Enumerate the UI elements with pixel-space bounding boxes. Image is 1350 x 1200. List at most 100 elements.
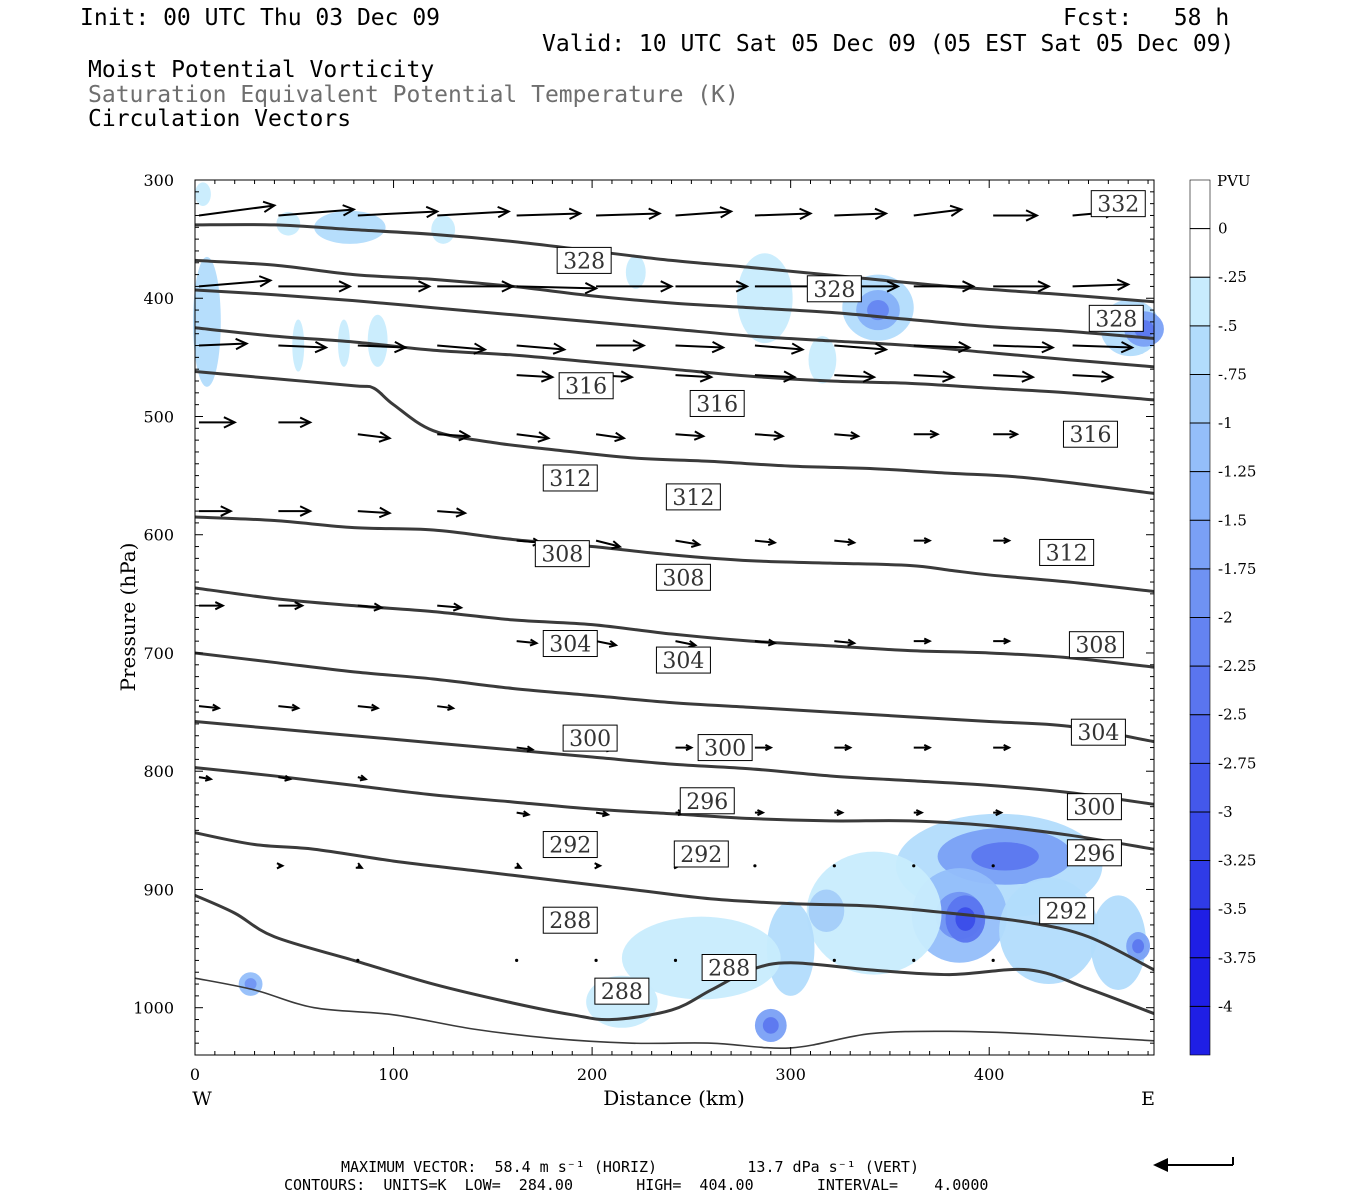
contour-label: 312 [665, 483, 721, 511]
vector-arrow [834, 744, 853, 752]
vector-arrow [278, 505, 313, 517]
pv-region-core [1132, 939, 1145, 954]
colorbar-label: -2.5 [1218, 706, 1247, 724]
colorbar-label: -3.75 [1218, 949, 1256, 967]
vector-shaft [516, 212, 581, 217]
vector-head [614, 431, 627, 443]
vector-arrow [515, 958, 519, 963]
vector-head [844, 744, 853, 752]
x-tick-label: 400 [974, 1065, 1005, 1084]
colorbar-label: -3.25 [1218, 852, 1256, 870]
vector-head [211, 703, 222, 712]
vector-head [949, 204, 964, 217]
colorbar-label: -4 [1218, 997, 1233, 1015]
vector-head [359, 774, 368, 782]
x-axis-title: Distance (km) [603, 1086, 745, 1110]
vector-shaft [913, 374, 954, 379]
vector-arrow [357, 506, 392, 519]
vector-head [291, 703, 301, 712]
colorbar-label: -.5 [1218, 317, 1237, 335]
vector-shaft [1072, 283, 1129, 288]
vector-arrow [594, 862, 603, 870]
vector-arrow [991, 864, 995, 868]
contour-label: 308 [534, 540, 590, 568]
vector-arrow [278, 280, 353, 293]
vector-shaft [913, 344, 970, 349]
vector-head [685, 744, 694, 752]
vector-arrow [437, 429, 472, 442]
vector-dot [991, 958, 995, 963]
vector-arrow [595, 431, 627, 443]
pv-region [195, 182, 211, 207]
vector-arrow [913, 341, 972, 354]
contour-292 [195, 831, 1154, 972]
vector-shaft [993, 374, 1033, 379]
colorbar-cell [1189, 228, 1211, 278]
colorbar-cell [1189, 471, 1211, 521]
x-tick-label: 300 [775, 1065, 806, 1084]
vector-head [690, 538, 702, 548]
vector-shaft [357, 510, 390, 515]
vector-shaft [357, 433, 390, 440]
contour-label-text: 328 [813, 278, 855, 303]
vector-head [378, 506, 392, 519]
vector-shaft [278, 208, 354, 217]
pv-region-core [971, 842, 1039, 871]
max-vector-note: MAXIMUM VECTOR: 58.4 m s⁻¹ (HORIZ) 13.7 … [341, 1158, 919, 1176]
contour-308 [195, 586, 1154, 669]
vector-arrow [437, 704, 456, 712]
contour-label-text: 292 [680, 843, 722, 868]
vector-head [529, 638, 539, 647]
x-tick-label: 0 [190, 1065, 200, 1084]
vector-head [767, 638, 778, 647]
axes-ticks: 0 100 200 300 400 300 400 500 600 700 800 900 1000 [133, 171, 1154, 1084]
vector-arrow [991, 958, 995, 963]
contour-label-text: 316 [565, 375, 607, 400]
vector-arrow [516, 810, 531, 818]
vector-dot [832, 864, 836, 868]
contour-label-box [534, 540, 590, 568]
vector-shaft [357, 344, 406, 349]
vector-head [1037, 280, 1052, 293]
vector-dot [594, 958, 598, 963]
vector-arrow [198, 505, 234, 517]
vector-arrow [1072, 370, 1115, 383]
vector-head [783, 370, 797, 383]
vector-dot [912, 958, 916, 963]
vector-head [501, 280, 515, 293]
vector-arrow [357, 340, 408, 354]
vector-head [886, 280, 901, 293]
vector-shaft [198, 342, 247, 347]
contour-label-box [665, 483, 721, 511]
vector-head [1009, 429, 1020, 439]
vector-head [957, 341, 972, 354]
contour-label-text: 312 [672, 486, 714, 511]
vector-head [608, 640, 619, 648]
contour-284 [195, 977, 1154, 1049]
vector-head [862, 370, 877, 383]
vector-shaft [516, 746, 533, 751]
contour-label-box [594, 977, 650, 1005]
pv-region [337, 319, 350, 367]
contour-label-text: 292 [1046, 900, 1088, 925]
vector-dot [673, 958, 678, 963]
contour-316 [195, 370, 1154, 495]
vector-arrow [834, 342, 889, 355]
vector-arrow [437, 205, 512, 219]
vector-head [847, 638, 857, 647]
vector-arrow [357, 774, 368, 782]
colorbar-cell [1189, 519, 1211, 570]
vector-head [378, 431, 392, 443]
vector-shaft [675, 210, 732, 217]
vector-arrow [595, 640, 619, 648]
pv-region [431, 215, 456, 244]
vector-head [874, 207, 889, 220]
colorbar-cell [1189, 617, 1211, 667]
vector-head [764, 744, 774, 752]
vector-head [757, 809, 766, 817]
vector-arrow [834, 638, 857, 647]
vector-head [473, 342, 488, 355]
vector-shaft [754, 374, 795, 379]
vector-shaft [595, 640, 617, 647]
contour-label-box [542, 630, 598, 658]
